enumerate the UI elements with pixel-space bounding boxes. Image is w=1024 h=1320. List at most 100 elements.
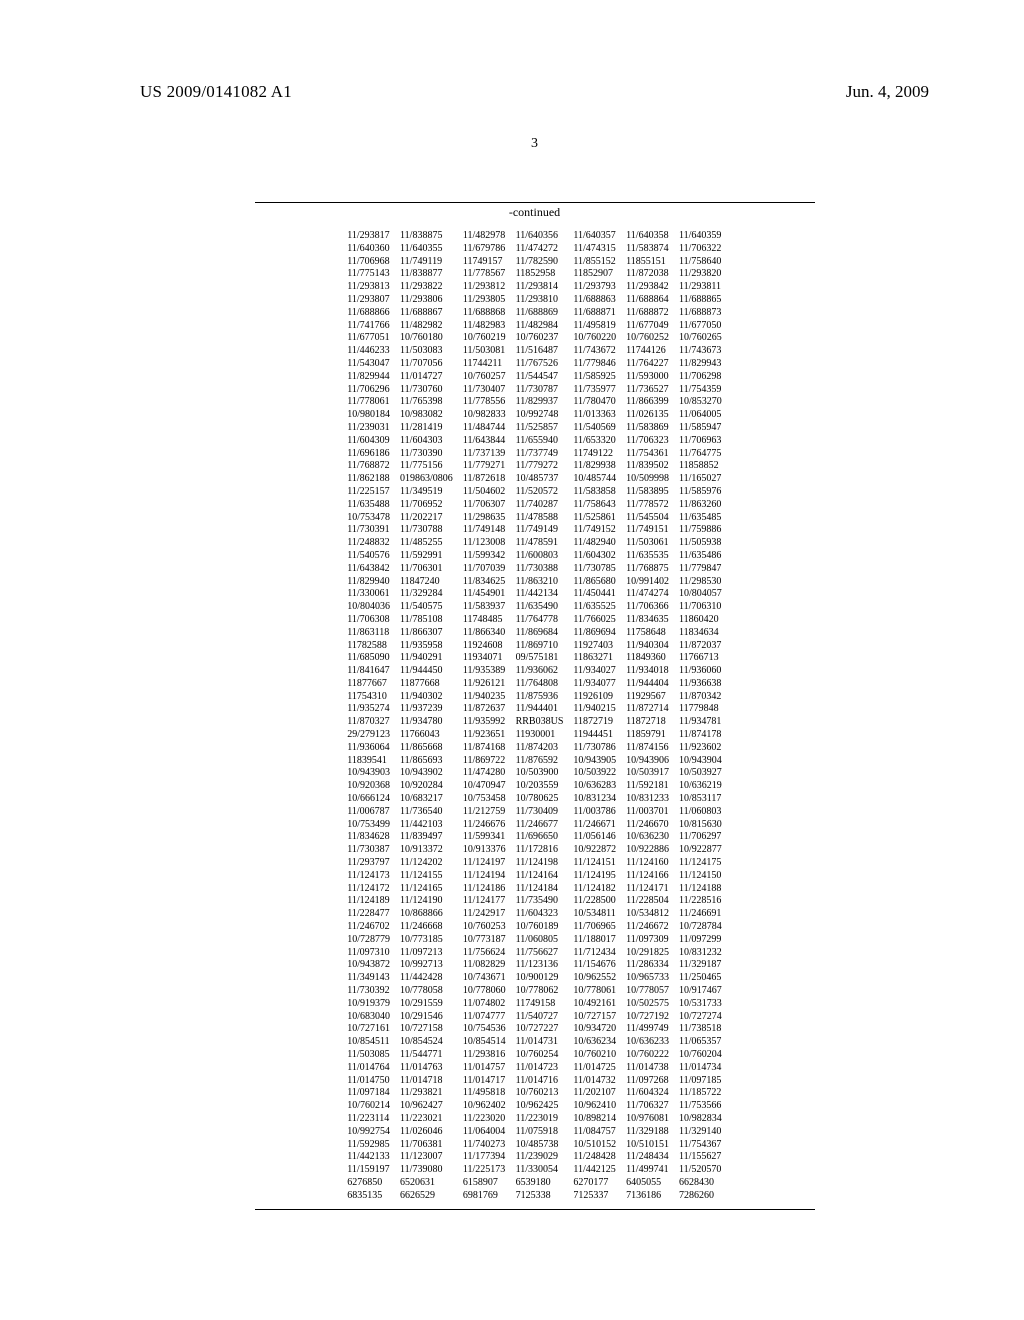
table-cell: 10/943904 bbox=[679, 755, 722, 768]
table-cell: 11/293813 bbox=[347, 281, 400, 294]
table-cell: 10/992754 bbox=[347, 1126, 400, 1139]
table-cell: 10/531733 bbox=[679, 998, 722, 1011]
table-cell: 10/760253 bbox=[463, 921, 516, 934]
table-cell: 11/778567 bbox=[463, 268, 516, 281]
table-cell: 11/124184 bbox=[516, 883, 574, 896]
table-cell: 11/298530 bbox=[679, 576, 722, 589]
table-cell: 10/291559 bbox=[400, 998, 463, 1011]
table-cell: 10/780625 bbox=[516, 793, 574, 806]
table-cell: 11/006787 bbox=[347, 806, 400, 819]
table-cell: 11/585976 bbox=[679, 486, 722, 499]
table-cell: 11855151 bbox=[626, 256, 679, 269]
table-cell: 11/014727 bbox=[400, 371, 463, 384]
table-cell: 11/228500 bbox=[573, 895, 626, 908]
table-cell: 6835135 bbox=[347, 1190, 400, 1203]
table-cell: 11/696186 bbox=[347, 448, 400, 461]
table-cell: 11/754361 bbox=[626, 448, 679, 461]
table-row: 11/33006111/32928411/45490111/44213411/4… bbox=[347, 588, 721, 601]
table-cell: 11/516487 bbox=[516, 345, 574, 358]
table-row: 10/99275411/02604611/06400411/07591811/0… bbox=[347, 1126, 721, 1139]
table-cell: 10/510151 bbox=[626, 1139, 679, 1152]
table-cell: 11/075918 bbox=[516, 1126, 574, 1139]
table-cell: 11/239031 bbox=[347, 422, 400, 435]
table-cell: 11/329284 bbox=[400, 588, 463, 601]
table-cell: 11/248832 bbox=[347, 537, 400, 550]
table-cell: 11/876592 bbox=[516, 755, 574, 768]
table-cell: 11/286334 bbox=[626, 959, 679, 972]
table-cell: 11872718 bbox=[626, 716, 679, 729]
table-cell: 10/773187 bbox=[463, 934, 516, 947]
table-cell: 11/026046 bbox=[400, 1126, 463, 1139]
table-cell: 11/688864 bbox=[626, 294, 679, 307]
table-cell: 11/869694 bbox=[573, 627, 626, 640]
table-cell: 11/749148 bbox=[463, 524, 516, 537]
table-cell: 11/736527 bbox=[626, 384, 679, 397]
table-cell: 11/778572 bbox=[626, 499, 679, 512]
table-row: 11/73039210/77805810/77806010/77806210/7… bbox=[347, 985, 721, 998]
table-row: 11/24670211/24666810/76025310/76018911/7… bbox=[347, 921, 721, 934]
table-cell: 11/293814 bbox=[516, 281, 574, 294]
table-cell: 6626529 bbox=[400, 1190, 463, 1203]
table-cell: 11/478588 bbox=[516, 512, 574, 525]
table-cell: 11/688873 bbox=[679, 307, 722, 320]
table-cell: 11/124189 bbox=[347, 895, 400, 908]
table-cell: 11/442103 bbox=[400, 819, 463, 832]
table-cell: 10/760257 bbox=[463, 371, 516, 384]
table-cell: 10/291546 bbox=[400, 1011, 463, 1024]
table-cell: 11/592985 bbox=[347, 1139, 400, 1152]
table-cell: 11/936060 bbox=[679, 665, 722, 678]
table-cell: 11/495819 bbox=[573, 320, 626, 333]
table-cell: 11/124197 bbox=[463, 857, 516, 870]
table-row: 11/93606411/86566811/87416811/87420311/7… bbox=[347, 742, 721, 755]
table-row: 1178258811/9359581192460811/869710119274… bbox=[347, 640, 721, 653]
table-cell: 11/082829 bbox=[463, 959, 516, 972]
table-cell: 11/706301 bbox=[400, 563, 463, 576]
table-cell: 11/165027 bbox=[679, 473, 722, 486]
table-cell: 10/760265 bbox=[679, 332, 722, 345]
table-cell: 11/503081 bbox=[463, 345, 516, 358]
table-cell: 11/756627 bbox=[516, 947, 574, 960]
table-cell: 10/760189 bbox=[516, 921, 574, 934]
table-cell: 11/743672 bbox=[573, 345, 626, 358]
table-row: 11/50308511/54477111/29381610/76025410/7… bbox=[347, 1049, 721, 1062]
table-cell: 11/934027 bbox=[573, 665, 626, 678]
table-cell: 11/865668 bbox=[400, 742, 463, 755]
table-cell: 11/940291 bbox=[400, 652, 463, 665]
table-cell: 10/727161 bbox=[347, 1023, 400, 1036]
table-row: 10/94387210/99271311/08282911/12313611/1… bbox=[347, 959, 721, 972]
table-cell: 11/450441 bbox=[573, 588, 626, 601]
table-cell: 11/730760 bbox=[400, 384, 463, 397]
table-cell: 11/543047 bbox=[347, 358, 400, 371]
table-row: 11/82994411/01472710/76025711/54454711/5… bbox=[347, 371, 721, 384]
table-cell: 11/250465 bbox=[679, 972, 722, 985]
table-cell: 11/688866 bbox=[347, 307, 400, 320]
table-cell: 11/604309 bbox=[347, 435, 400, 448]
table-cell: 11/124182 bbox=[573, 883, 626, 896]
table-row: 11/34914311/44242810/74367110/90012910/9… bbox=[347, 972, 721, 985]
table-cell: 11/330054 bbox=[516, 1164, 574, 1177]
table-row: 11/70630811/7851081174848511/76477811/76… bbox=[347, 614, 721, 627]
table-cell: 11/779847 bbox=[679, 563, 722, 576]
table-cell: 11/228504 bbox=[626, 895, 679, 908]
table-cell: 11/740287 bbox=[516, 499, 574, 512]
table-cell: 11/503061 bbox=[626, 537, 679, 550]
table-cell: 10/991402 bbox=[626, 576, 679, 589]
table-cell: 10/922872 bbox=[573, 844, 626, 857]
table-cell: 11/863260 bbox=[679, 499, 722, 512]
table-cell: 11/935992 bbox=[463, 716, 516, 729]
table-cell: 11/706968 bbox=[347, 256, 400, 269]
table-cell: 11/246677 bbox=[516, 819, 574, 832]
table-cell: 11/706308 bbox=[347, 614, 400, 627]
table-row: 118776671187766811/92612111/76480811/934… bbox=[347, 678, 721, 691]
table-cell: 11839541 bbox=[347, 755, 400, 768]
table-cell: 11/124202 bbox=[400, 857, 463, 870]
table-cell: 11744211 bbox=[463, 358, 516, 371]
table-cell: 11/293817 bbox=[347, 230, 400, 243]
table-cell: 11/223020 bbox=[463, 1113, 516, 1126]
table-cell: 11/003701 bbox=[626, 806, 679, 819]
table-cell: 11/749152 bbox=[573, 524, 626, 537]
table-cell: 10/510152 bbox=[573, 1139, 626, 1152]
table-row: 10/94390310/94390211/47428010/50390010/5… bbox=[347, 767, 721, 780]
table-cell: 11/706307 bbox=[463, 499, 516, 512]
table-cell: 11/124198 bbox=[516, 857, 574, 870]
